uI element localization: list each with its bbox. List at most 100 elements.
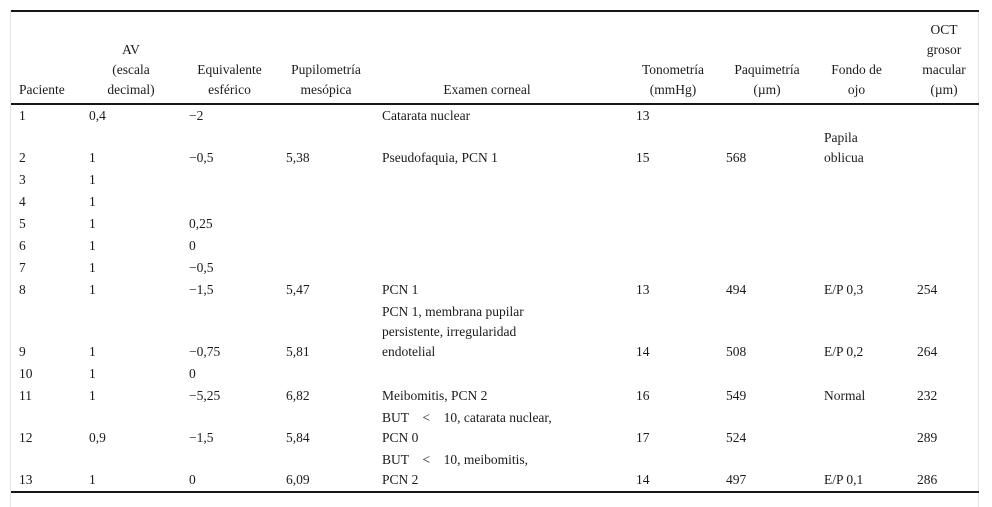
table-cell: 497	[726, 472, 747, 487]
table-cell: 6,09	[286, 472, 310, 487]
table-cell	[278, 191, 374, 213]
table-row: 12 0,9 −1,5 5,84 BUT < 10, catarata nuclear,…	[11, 407, 979, 449]
table-cell	[278, 213, 374, 235]
table-cell	[278, 257, 374, 279]
table-cell: −1,5	[189, 430, 214, 445]
table-cell	[628, 191, 718, 213]
table-cell: PCN 1	[382, 282, 419, 297]
table-cell: 5,38	[286, 150, 310, 165]
table-cell: 13	[636, 282, 650, 297]
table-row: 2 1 −0,5 5,38 Pseudofaquia, PCN 1 15 568 Papila…	[11, 127, 979, 169]
table-cell: 14	[636, 344, 650, 359]
table-cell: 1	[89, 282, 96, 297]
table-row: 7 1 −0,5	[11, 257, 979, 279]
table-cell: 5,84	[286, 430, 310, 445]
table-cell	[718, 213, 816, 235]
table-cell: 6	[19, 238, 26, 253]
table-cell: 14	[636, 472, 650, 487]
column-header-3: Pupilometría mesópica	[278, 11, 374, 105]
table-cell	[909, 191, 979, 213]
table-cell: 0,9	[89, 430, 106, 445]
table-cell: E/P 0,1	[824, 472, 864, 487]
table-cell	[628, 169, 718, 191]
table-cell: BUT < 10, meibomitis, PCN 2	[382, 452, 528, 487]
table-cell: 5	[19, 216, 26, 231]
table-cell: −0,75	[189, 344, 221, 359]
table-row: 8 1 −1,5 5,47 PCN 1 13 494 E/P 0,3 254	[11, 279, 979, 301]
table-row: 1 0,4 −2 Catarata nuclear 13	[11, 104, 979, 127]
column-header-0: Paciente	[11, 11, 81, 105]
table-cell: 12	[19, 430, 33, 445]
header-row: Paciente AV (escala decimal) Equivalente e…	[11, 11, 979, 105]
table-row: 10 1 0	[11, 363, 979, 385]
table-cell: E/P 0,2	[824, 344, 864, 359]
table-cell: 286	[917, 472, 938, 487]
table-cell	[181, 169, 278, 191]
table-cell	[816, 235, 909, 257]
table-row: 6 1 0	[11, 235, 979, 257]
table-cell: 0,25	[189, 216, 213, 231]
table-cell: 1	[89, 366, 96, 381]
table-cell: 494	[726, 282, 747, 297]
table-cell: 264	[917, 344, 938, 359]
table-cell: 4	[19, 194, 26, 209]
table-cell	[909, 235, 979, 257]
table-cell: 0	[189, 238, 196, 253]
table-cell: 1	[89, 260, 96, 275]
table-cell: −2	[189, 108, 204, 123]
table-cell: 232	[917, 388, 938, 403]
table-cell	[181, 191, 278, 213]
column-header-2: Equivalente esférico	[181, 11, 278, 105]
table-cell: Catarata nuclear	[382, 108, 471, 123]
table-cell: 5,81	[286, 344, 310, 359]
column-header-5: Tonometría (mmHg)	[628, 11, 718, 105]
table-cell: 2	[19, 150, 26, 165]
table-cell: 9	[19, 344, 26, 359]
table-cell	[628, 235, 718, 257]
table-cell: 0,4	[89, 108, 106, 123]
table-cell	[374, 363, 628, 385]
table-cell: 1	[89, 172, 96, 187]
table-cell	[374, 213, 628, 235]
table-cell: 13	[19, 472, 33, 487]
table-cell	[816, 407, 909, 449]
table-cell: Meibomitis, PCN 2	[382, 388, 488, 403]
patients-table: Paciente AV (escala decimal) Equivalente e…	[11, 10, 979, 493]
table-cell	[718, 363, 816, 385]
paper-table-figure: Paciente AV (escala decimal) Equivalente e…	[10, 10, 979, 507]
table-cell	[374, 235, 628, 257]
table-cell: 16	[636, 388, 650, 403]
table-cell	[718, 191, 816, 213]
table-cell	[278, 104, 374, 127]
table-cell	[278, 235, 374, 257]
table-cell: 7	[19, 260, 26, 275]
table-cell: 1	[89, 344, 96, 359]
table-cell	[816, 169, 909, 191]
table-cell	[628, 363, 718, 385]
table-cell	[816, 191, 909, 213]
table-cell	[628, 213, 718, 235]
column-header-1: AV (escala decimal)	[81, 11, 181, 105]
table-cell	[909, 257, 979, 279]
table-row: 5 1 0,25	[11, 213, 979, 235]
table-cell: 1	[89, 238, 96, 253]
table-cell: 13	[636, 108, 650, 123]
column-header-4: Examen corneal	[374, 11, 628, 105]
table-cell	[909, 127, 979, 169]
table-cell	[718, 169, 816, 191]
table-cell: 17	[636, 430, 650, 445]
table-cell	[278, 363, 374, 385]
table-cell	[816, 257, 909, 279]
table-cell: 8	[19, 282, 26, 297]
column-header-8: OCT grosor macular (µm)	[909, 11, 979, 105]
table-cell: 1	[19, 108, 26, 123]
table-header: Paciente AV (escala decimal) Equivalente e…	[11, 11, 979, 105]
table-body: 1 0,4 −2 Catarata nuclear 13 2 1 −0,5 5,38 Pseudo…	[11, 104, 979, 492]
table-cell: E/P 0,3	[824, 282, 864, 297]
table-cell	[909, 169, 979, 191]
column-header-6: Paquimetría (µm)	[718, 11, 816, 105]
table-cell: 524	[726, 430, 747, 445]
table-cell: 549	[726, 388, 747, 403]
table-cell: Pseudofaquia, PCN 1	[382, 150, 498, 165]
